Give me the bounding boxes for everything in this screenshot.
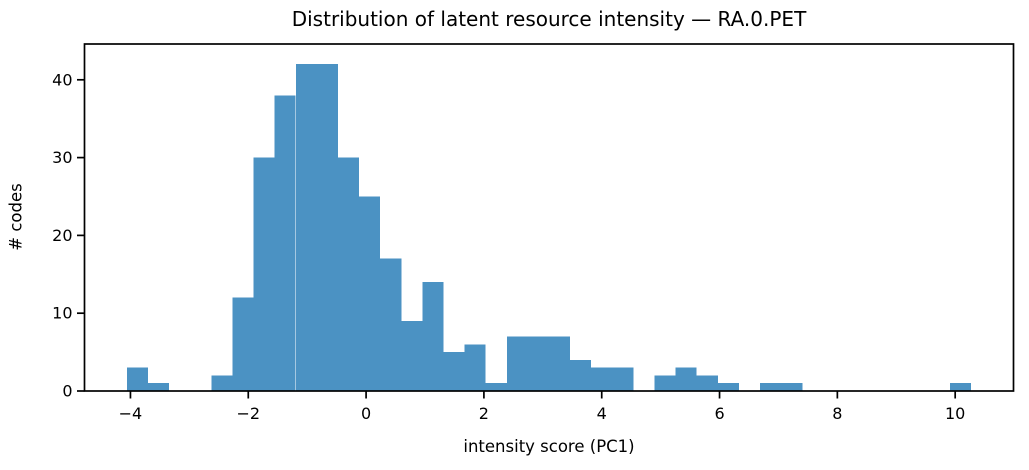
histogram-bar <box>401 320 423 391</box>
histogram-bar <box>654 375 676 391</box>
y-axis-label: # codes <box>6 183 26 251</box>
y-tick-label: 10 <box>52 304 72 323</box>
x-tick-label: 6 <box>714 404 724 423</box>
y-tick-label: 40 <box>52 70 72 89</box>
histogram-bar <box>591 367 613 391</box>
x-tick-label: 4 <box>597 404 607 423</box>
y-tick-label: 20 <box>52 226 72 245</box>
histogram-bar <box>253 157 275 391</box>
x-tick-label: −2 <box>236 404 260 423</box>
histogram-bar <box>949 383 972 391</box>
histogram-bar <box>506 336 528 391</box>
histogram-bar <box>570 359 592 391</box>
x-tick-label: 10 <box>945 404 965 423</box>
histogram-bar <box>148 383 170 391</box>
histogram-bar <box>316 64 338 391</box>
histogram-bar <box>211 375 233 391</box>
histogram-bar <box>675 367 697 391</box>
histogram-bar <box>126 367 149 391</box>
chart-title: Distribution of latent resource intensit… <box>291 7 807 31</box>
histogram-bar <box>422 282 444 391</box>
histogram-bars <box>126 64 972 391</box>
y-tick-label: 30 <box>52 148 72 167</box>
histogram-bar <box>464 344 486 391</box>
histogram-bar <box>443 352 465 391</box>
x-axis-label: intensity score (PC1) <box>463 437 635 456</box>
histogram-bar <box>717 383 739 391</box>
y-tick-label: 0 <box>62 382 72 401</box>
x-tick-label: 0 <box>361 404 371 423</box>
x-tick-label: 8 <box>832 404 842 423</box>
histogram-bar <box>760 383 782 391</box>
histogram-bar <box>359 196 381 391</box>
histogram-bar <box>485 383 507 391</box>
axes-spines <box>83 43 1015 392</box>
histogram-bar <box>527 336 549 391</box>
histogram-bar <box>295 64 317 391</box>
x-tick-label: 2 <box>479 404 489 423</box>
histogram-bar <box>612 367 634 391</box>
histogram-bar <box>232 297 254 391</box>
x-tick-label: −4 <box>119 404 143 423</box>
histogram-bar <box>337 157 360 391</box>
histogram-bar <box>549 336 571 391</box>
histogram-bar <box>781 383 803 391</box>
histogram-bar <box>380 258 402 391</box>
histogram-bar <box>274 95 296 391</box>
histogram-bar <box>696 375 718 391</box>
